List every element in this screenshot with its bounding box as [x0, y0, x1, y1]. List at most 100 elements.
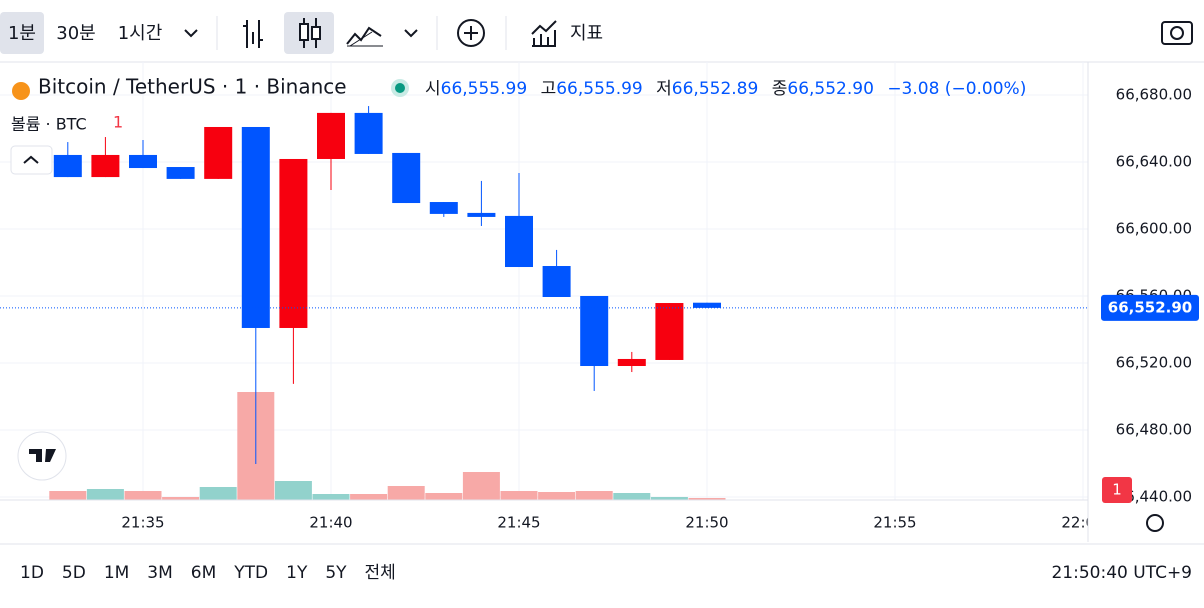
bottom-bar: 21:50:40 UTC+9 1D 5D 1M 3M 6M YTD 1Y 5Y 전체 [20, 563, 1192, 583]
indicators[interactable]: 지표 [570, 23, 603, 44]
volume-bar [162, 497, 200, 500]
candle-body [91, 154, 120, 178]
candle-body [429, 202, 458, 214]
candle-body [580, 295, 609, 367]
range-button[interactable]: YTD [233, 563, 268, 583]
price-label: 66,552.90 [1108, 298, 1192, 316]
range-button[interactable]: 1Y [286, 563, 308, 583]
interval[interactable]: 30분 [56, 23, 95, 44]
active-interval-bg [0, 12, 44, 54]
range-button[interactable]: 3M [147, 563, 172, 583]
candle-body [467, 212, 496, 217]
candle-icon-body [311, 26, 321, 40]
legend: Bitcoin / TetherUS · 1 · Binance 시66,555… [10, 75, 1026, 175]
range-button[interactable]: 6M [191, 563, 216, 583]
candle-body [617, 358, 646, 367]
candle-body [279, 158, 308, 328]
volume-bar [199, 487, 237, 500]
label: 시 [425, 79, 441, 99]
toolbar: 1분 30분 1시간 지표 [0, 12, 1204, 63]
candle-body [354, 112, 383, 154]
add-icon-plus [464, 26, 478, 40]
volume-bar [500, 491, 538, 500]
volume-bar [538, 492, 576, 500]
y-tick-label: 66,600.00 [1116, 219, 1192, 237]
chevron[interactable] [404, 29, 418, 38]
area-icon[interactable] [346, 26, 382, 45]
volume-bar [387, 486, 425, 500]
add-icon[interactable] [457, 19, 485, 47]
candle-body [317, 112, 345, 159]
candle-body [655, 303, 684, 360]
price-label-bg [1101, 294, 1199, 321]
range-button[interactable]: 1D [20, 563, 44, 583]
snapshot-lens [1170, 26, 1184, 40]
volume-bar [575, 491, 613, 500]
x-tick-label: 21:40 [309, 514, 352, 532]
value: 66,552.89 [672, 79, 759, 99]
value: 66,555.99 [441, 79, 528, 99]
chart: 21:35 21:40 21:45 21:50 21:55 22:00 66,440.00 6… [0, 62, 1199, 532]
collapse-chevron [23, 155, 39, 164]
y-tick-label: 66,640.00 [1116, 152, 1192, 170]
candle-body [542, 266, 571, 297]
settings-icon[interactable] [1146, 514, 1164, 532]
volume-bar [49, 491, 87, 500]
candle-body [129, 154, 157, 169]
logo-mark [29, 449, 56, 462]
area-icon-fill [347, 31, 383, 47]
value: 66,552.90 [787, 79, 874, 99]
candle-body [166, 167, 195, 179]
volume-bar [274, 481, 312, 500]
indicator-icon[interactable] [531, 20, 557, 47]
volume-bar [425, 493, 463, 500]
coin-icon [12, 82, 30, 100]
bars-icon[interactable] [243, 20, 263, 48]
volume-bar [650, 497, 688, 500]
candle-body [204, 126, 233, 179]
clock[interactable]: 21:50:40 UTC+9 [1051, 563, 1192, 583]
x-tick-label: 21:55 [873, 514, 916, 532]
label: 종 [772, 79, 788, 99]
range-button[interactable]: 전체 [365, 563, 396, 583]
range-button[interactable]: 5D [62, 563, 86, 583]
candle-body [505, 215, 533, 268]
value: 66,555.99 [556, 79, 643, 99]
change: −3.08 (−0.00%) [887, 79, 1026, 99]
volume-value: 1 [113, 113, 123, 132]
badge-bg [1102, 477, 1132, 503]
candle-body [241, 126, 270, 328]
candle-icon-body [299, 23, 309, 41]
candle-body [53, 154, 82, 178]
range-button[interactable]: 1M [104, 563, 129, 583]
range-button[interactable]: 5Y [325, 563, 347, 583]
symbol: Bitcoin / TetherUS · 1 · Binance [38, 75, 347, 99]
y-tick-label: 66,680.00 [1116, 85, 1192, 103]
x-tick-label: 21:45 [497, 514, 540, 532]
axis-badge: 1 [1112, 481, 1122, 499]
volume-bar [124, 491, 162, 500]
volume-bar [350, 494, 388, 500]
y-tick-label: 66,440.00 [1116, 487, 1192, 505]
y-tick-label: 66,480.00 [1116, 420, 1192, 438]
x-tick-label: 21:50 [685, 514, 728, 532]
snapshot-icon[interactable] [1161, 21, 1193, 45]
volume-bar [462, 472, 500, 500]
label: 고 [541, 79, 557, 99]
chevron[interactable] [184, 29, 198, 38]
volume-bar [613, 493, 651, 500]
volume-bar [312, 494, 350, 500]
ohlc: 시66,555.99 고66,555.99 저66,552.89 종66,552… [425, 79, 1026, 99]
volume-bar [688, 498, 726, 500]
status-dot [395, 83, 405, 93]
candle-body [693, 302, 721, 308]
volume-label: 볼륨 · BTC [11, 115, 87, 134]
label: 저 [656, 79, 672, 99]
collapse-button[interactable] [10, 145, 53, 175]
interval[interactable]: 1시간 [118, 23, 163, 44]
volume-bar [86, 489, 124, 500]
plot: 21:35 21:40 21:45 21:50 21:55 22:00 [0, 62, 1088, 532]
interval[interactable]: 1분 [8, 23, 36, 44]
candle-body [392, 152, 421, 204]
